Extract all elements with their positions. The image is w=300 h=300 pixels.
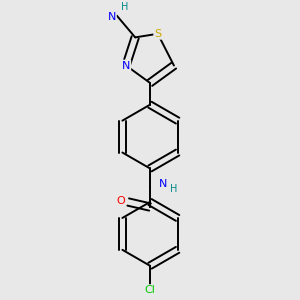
Text: H: H — [122, 2, 129, 12]
Text: Cl: Cl — [145, 285, 155, 295]
Text: O: O — [116, 196, 125, 206]
Text: S: S — [154, 29, 161, 39]
Text: N: N — [122, 61, 130, 70]
Text: N: N — [107, 12, 116, 22]
Text: N: N — [159, 179, 167, 189]
Text: H: H — [170, 184, 178, 194]
